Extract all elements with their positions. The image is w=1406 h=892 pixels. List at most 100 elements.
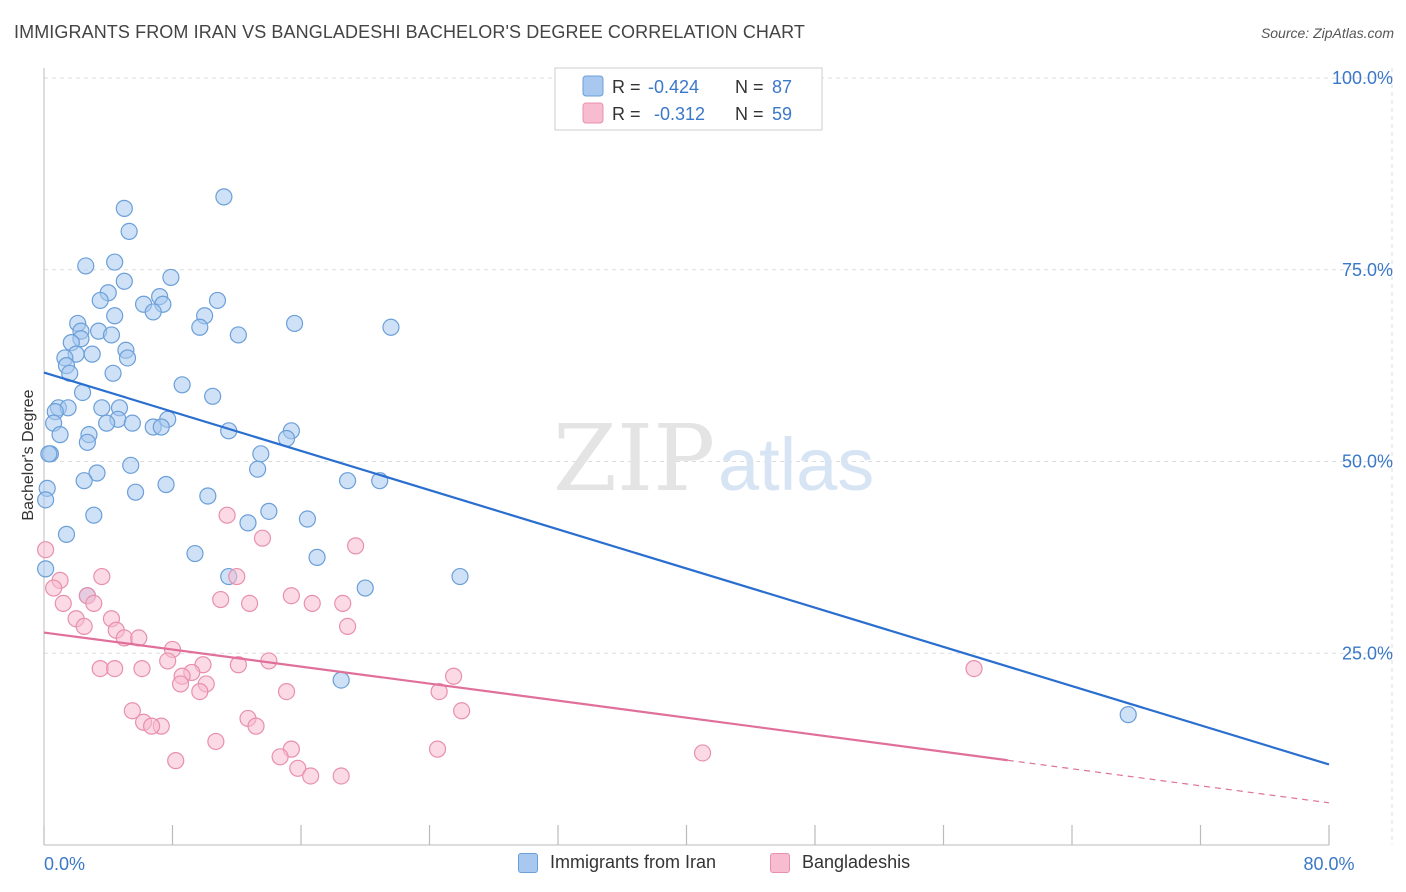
data-point-bangla — [253, 529, 272, 547]
data-point-iran — [122, 456, 140, 474]
legend-bottom-label-iran: Immigrants from Iran — [550, 852, 717, 872]
data-point-bangla — [247, 717, 265, 735]
data-point-iran — [120, 222, 138, 240]
legend-n-value-iran: 87 — [772, 77, 792, 97]
x-tick-label: 0.0% — [44, 854, 85, 874]
data-point-bangla — [229, 656, 247, 674]
data-point-iran — [249, 460, 267, 478]
data-point-iran — [332, 671, 350, 689]
y-tick-label: 25.0% — [1342, 643, 1393, 663]
data-point-bangla — [428, 740, 447, 758]
data-point-bangla — [45, 579, 63, 597]
data-point-iran — [102, 326, 121, 344]
data-point-bangla — [218, 506, 236, 524]
trend-line-extension-bangla — [1007, 759, 1330, 804]
data-point-bangla — [338, 617, 357, 636]
data-point-iran — [98, 414, 116, 432]
data-point-bangla — [282, 587, 300, 605]
data-point-iran — [93, 399, 111, 417]
data-point-iran — [186, 544, 204, 563]
data-point-bangla — [91, 659, 109, 678]
data-point-iran — [75, 472, 93, 490]
legend-r-label-iran: R = — [612, 77, 641, 97]
data-point-iran — [88, 464, 106, 482]
y-tick-label: 50.0% — [1342, 452, 1393, 472]
data-point-iran — [308, 548, 326, 566]
legend-n-value-bangla: 59 — [772, 104, 792, 124]
data-point-bangla — [54, 594, 72, 612]
data-point-bangla — [444, 667, 463, 685]
data-point-iran — [115, 272, 133, 290]
data-point-iran — [260, 502, 278, 520]
data-point-bangla — [212, 590, 230, 609]
data-point-iran — [37, 491, 55, 509]
data-point-bangla — [207, 732, 225, 751]
data-point-iran — [104, 364, 122, 382]
legend-r-value-bangla: -0.312 — [654, 104, 705, 124]
data-point-bangla — [106, 659, 124, 678]
data-point-iran — [152, 418, 170, 436]
data-point-iran — [106, 253, 124, 271]
data-point-bangla — [302, 767, 320, 785]
data-point-iran — [298, 510, 317, 528]
data-point-iran — [356, 579, 374, 597]
data-point-bangla — [143, 717, 161, 735]
chart-title: IMMIGRANTS FROM IRAN VS BANGLADESHI BACH… — [14, 22, 805, 42]
data-point-iran — [162, 268, 180, 287]
data-point-bangla — [303, 594, 321, 612]
points-layer — [37, 188, 1137, 785]
watermark: ZIP atlas — [553, 405, 874, 512]
data-point-bangla — [37, 541, 55, 559]
legend-item-bangla[interactable]: Bangladeshis — [770, 852, 910, 873]
y-axis-label: Bachelor's Degree — [20, 389, 37, 520]
data-point-iran — [239, 514, 257, 532]
watermark-zip: ZIP — [553, 405, 715, 512]
data-point-bangla — [171, 675, 190, 693]
source-label: Source: ZipAtlas.com — [1260, 25, 1394, 41]
data-point-iran — [115, 199, 133, 217]
data-point-iran — [144, 303, 162, 321]
trend-line-iran — [43, 371, 1330, 766]
data-point-bangla — [159, 652, 177, 670]
data-point-iran — [126, 483, 145, 501]
axis-layer: 25.0% 50.0% 75.0% 100.0% 0.0% 80.0% — [43, 68, 1393, 874]
data-point-bangla — [965, 659, 983, 678]
data-point-iran — [451, 567, 469, 586]
data-point-bangla — [693, 744, 712, 762]
legend-item-iran[interactable]: Immigrants from Iran — [518, 852, 716, 873]
legend-top: R = -0.424 N = 87 R = -0.312 N = 59 — [554, 67, 823, 131]
data-point-iran — [285, 314, 304, 333]
x-tick-label: 80.0% — [1303, 854, 1354, 874]
data-point-iran — [106, 307, 124, 325]
legend-bottom-label-bangla: Bangladeshis — [802, 852, 911, 872]
data-point-bangla — [334, 594, 352, 612]
data-point-bangla — [430, 682, 448, 701]
y-tick-label: 75.0% — [1342, 260, 1393, 280]
data-point-iran — [123, 414, 141, 432]
legend-swatch-iran — [582, 75, 604, 97]
data-point-bangla — [93, 567, 111, 586]
data-point-bangla — [277, 682, 296, 701]
data-point-bangla — [453, 702, 471, 720]
y-tick-label: 100.0% — [1332, 68, 1393, 88]
legend-n-label-iran: N = — [735, 77, 764, 97]
legend-bottom-swatch-bangla — [770, 852, 790, 873]
data-point-bangla — [271, 748, 289, 766]
data-point-iran — [173, 376, 191, 394]
data-point-bangla — [133, 659, 151, 678]
legend-r-label-bangla: R = — [612, 104, 641, 124]
data-point-iran — [118, 349, 137, 367]
data-point-iran — [85, 506, 103, 524]
data-point-bangla — [85, 594, 103, 612]
data-point-bangla — [332, 767, 350, 785]
legend-bottom: Immigrants from Iran Bangladeshis — [0, 852, 1406, 878]
data-point-iran — [37, 560, 55, 578]
data-point-iran — [77, 257, 95, 275]
trend-line-bangla — [43, 631, 1008, 762]
data-point-bangla — [123, 702, 141, 720]
data-point-iran — [208, 291, 227, 310]
trend-layer — [43, 371, 1330, 804]
data-point-iran — [57, 525, 76, 543]
data-point-bangla — [167, 752, 185, 770]
